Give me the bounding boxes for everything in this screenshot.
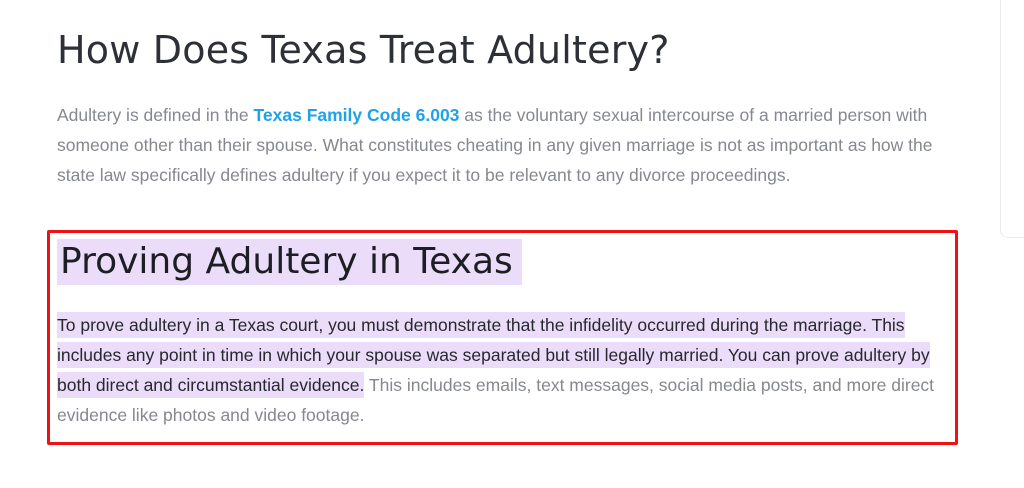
texas-family-code-link[interactable]: Texas Family Code 6.003	[253, 105, 460, 125]
page-title: How Does Texas Treat Adultery?	[57, 28, 670, 72]
intro-text-after-link: as the voluntary sexual intercourse of a…	[57, 105, 933, 185]
intro-paragraph: Adultery is defined in the Texas Family …	[57, 100, 953, 190]
intro-text-before-link: Adultery is defined in the	[57, 105, 254, 125]
sidebar-card-partial	[1000, 0, 1024, 238]
section-heading-highlighted-text: Proving Adultery in Texas	[57, 239, 522, 285]
section-heading: Proving Adultery in Texas	[57, 238, 522, 285]
proving-paragraph: To prove adultery in a Texas court, you …	[57, 310, 955, 430]
unhighlighted-text: This includes emails, text messages, soc…	[57, 375, 935, 425]
